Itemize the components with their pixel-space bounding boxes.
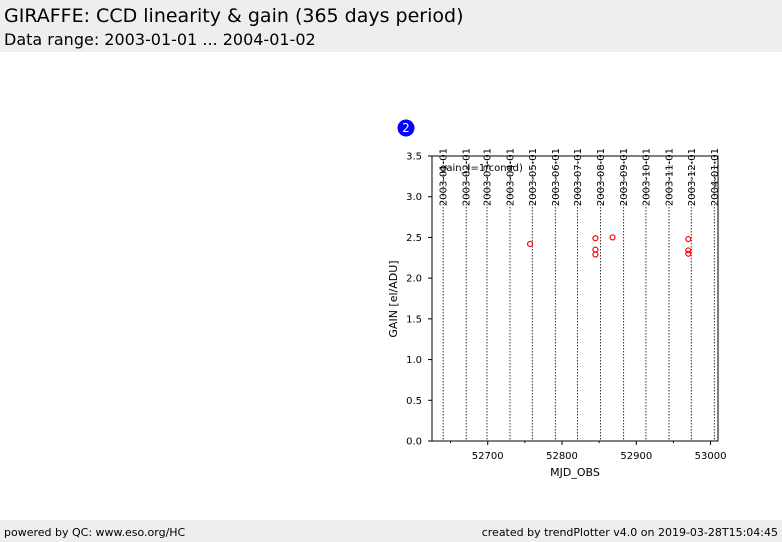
y-tick-label: 1.0 — [406, 355, 422, 366]
x-tick-label: 52800 — [546, 451, 578, 462]
date-label: 2003-07-01 — [573, 148, 584, 206]
data-point — [685, 250, 692, 257]
x-tick-label: 53000 — [695, 451, 727, 462]
plot-number-badge-label: 2 — [402, 121, 410, 135]
plot-number-badge: 2 — [397, 119, 415, 137]
plot-frame — [431, 155, 719, 442]
x-tick-label: 52900 — [620, 451, 652, 462]
footer-created-by: created by trendPlotter v4.0 on 2019-03-… — [481, 526, 778, 539]
data-point — [685, 235, 692, 243]
date-label: 2003-01-01 — [439, 148, 450, 206]
date-label: 2003-12-01 — [687, 148, 698, 206]
data-range-subtitle: Data range: 2003-01-01 ... 2004-01-02 — [4, 30, 316, 49]
data-point — [592, 246, 599, 253]
data-point — [526, 240, 534, 248]
page-footer: powered by QC: www.eso.org/HC created by… — [0, 520, 782, 542]
date-label: 2004-01-01 — [710, 148, 721, 206]
data-point — [592, 251, 599, 258]
date-label: 2003-04-01 — [506, 148, 517, 206]
chart-annotation: gain_(=1/conad) — [440, 163, 523, 174]
y-tick-label: 0.0 — [406, 437, 422, 448]
date-label: 2003-03-01 — [482, 148, 493, 206]
x-tick-label: 52700 — [472, 451, 504, 462]
x-axis-label: MJD_OBS — [550, 466, 600, 479]
date-label: 2003-06-01 — [551, 148, 562, 206]
date-label: 2003-10-01 — [641, 148, 652, 206]
page-header: GIRAFFE: CCD linearity & gain (365 days … — [0, 0, 782, 52]
y-axis: 0.0 0.5 1.0 1.5 2.0 2.5 3.0 3.5 — [406, 152, 432, 448]
data-points — [526, 234, 692, 258]
data-point — [685, 247, 692, 254]
y-tick-label: 3.5 — [406, 152, 422, 163]
y-tick-label: 0.5 — [406, 396, 422, 407]
date-label: 2003-09-01 — [619, 148, 630, 206]
gain-chart: 2 2003-01-01 2003-02-01 2003-03-01 2003-04-… — [387, 119, 727, 479]
date-label: 2003-11-01 — [664, 148, 675, 206]
y-axis-label: GAIN [el/ADU] — [387, 260, 400, 337]
date-label: 2003-02-01 — [462, 148, 473, 206]
page-title: GIRAFFE: CCD linearity & gain (365 days … — [4, 5, 464, 27]
x-axis: 52700 52800 52900 53000 — [450, 441, 727, 462]
plot-number-badge-circle — [397, 119, 415, 137]
date-label: 2003-08-01 — [596, 148, 607, 206]
y-tick-label: 2.0 — [406, 274, 422, 285]
y-tick-label: 1.5 — [406, 314, 422, 325]
y-tick-label: 2.5 — [406, 233, 422, 244]
y-tick-label: 3.0 — [406, 192, 422, 203]
date-label: 2003-05-01 — [528, 148, 539, 206]
footer-credit: powered by QC: www.eso.org/HC — [4, 526, 186, 539]
data-point — [609, 234, 616, 241]
date-lines — [442, 156, 715, 441]
date-labels: 2003-01-01 2003-02-01 2003-03-01 2003-04-01… — [439, 148, 721, 206]
data-point — [592, 235, 599, 242]
